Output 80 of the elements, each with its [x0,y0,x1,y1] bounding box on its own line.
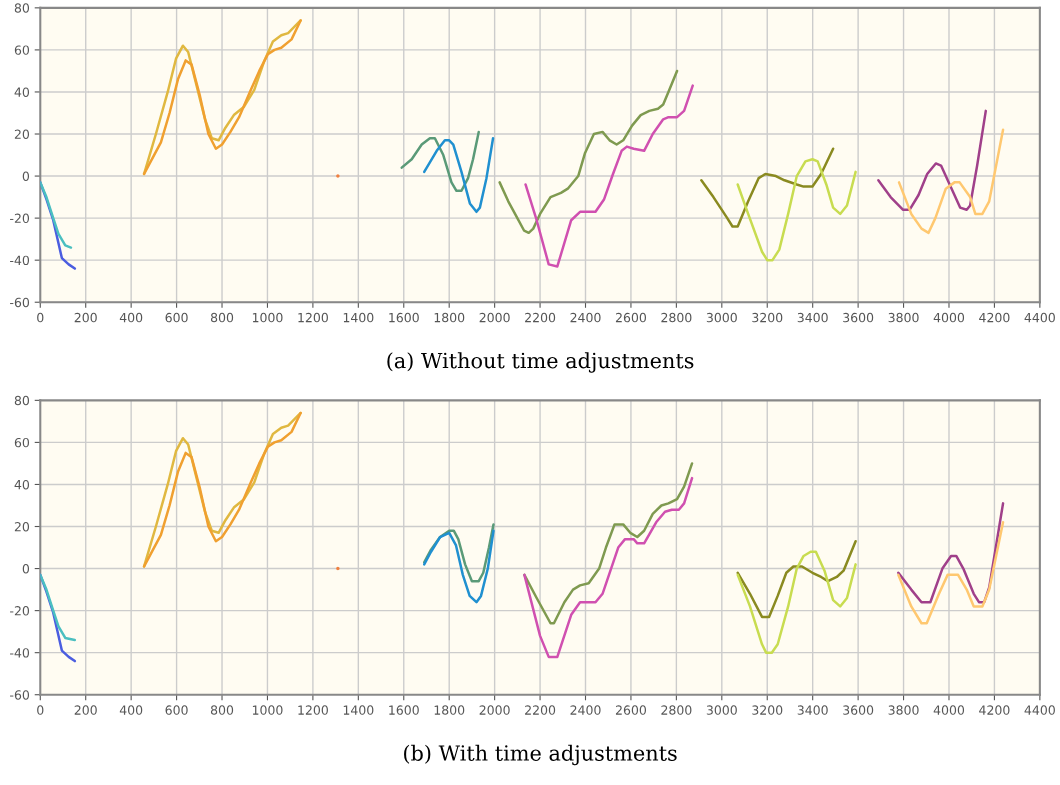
x-tick-label: 2200 [525,705,556,715]
x-tick-label: 1600 [389,705,419,715]
line-series [524,84,694,268]
line-series [736,539,857,619]
x-tick-label: 400 [119,312,143,323]
x-tick-label: 400 [119,705,143,715]
x-tick-label: 1800 [434,705,465,715]
x-tick-label: 4000 [933,705,965,715]
y-tick-label: 80 [14,395,30,406]
x-tick-label: 2200 [525,312,556,323]
x-tick-label: 3600 [843,705,874,715]
y-tick-label: -60 [10,690,30,700]
y-tick-label: 20 [14,129,30,139]
x-tick-label: 800 [210,705,234,715]
x-tick-label: 1000 [252,312,283,323]
line-series [40,181,73,249]
x-tick-label: 800 [210,312,234,323]
x-tick-label: 3000 [706,705,737,715]
x-tick-label: 3400 [797,312,828,323]
line-series [523,462,694,625]
y-tick-label: -20 [10,606,30,616]
x-tick-label: 2600 [615,705,647,715]
line-series [400,130,480,193]
x-tick-label: 4400 [1024,705,1055,715]
y-tick-label: 60 [14,437,30,448]
x-tick-label: 1400 [343,312,374,323]
x-tick-label: 3600 [843,312,874,323]
y-tick-label: -40 [10,648,30,658]
x-tick-label: 3400 [797,705,828,715]
x-tick-label: 3800 [888,705,919,715]
x-tick-label: 3200 [752,705,783,715]
y-tick-label: 80 [14,3,30,13]
text: (a) Without time adjustments [387,352,694,373]
x-tick-label: 2800 [661,705,692,715]
x-tick-label: 1000 [252,705,283,715]
x-tick-label: 3000 [706,312,737,323]
x-tick-label: 200 [74,312,97,323]
line-series [422,136,495,214]
x-tick-label: 2800 [661,312,692,323]
line-series [897,521,1005,625]
x-tick-label: 2600 [615,312,647,323]
x-tick-label: 2400 [570,705,601,715]
line-series [897,128,1005,235]
line-series [877,109,988,211]
line-series [523,476,694,659]
y-tick-label: 60 [14,45,30,55]
y-tick-label: 40 [14,479,30,490]
line-series [700,147,835,228]
line-series [736,157,857,262]
x-tick-label: 1800 [434,312,465,323]
x-tick-label: 0 [37,312,44,323]
x-tick-label: 0 [37,705,44,715]
line-series [736,550,857,654]
line-series [498,69,679,235]
y-tick-label: -20 [10,213,30,224]
x-tick-label: 3800 [888,312,919,323]
x-tick-label: 600 [165,705,188,715]
x-tick-label: 4000 [933,312,965,323]
y-tick-label: -60 [10,297,30,308]
y-tick-label: 0 [22,171,30,181]
x-tick-label: 2400 [570,312,601,323]
x-tick-label: 200 [74,705,97,715]
x-tick-label: 2000 [479,705,510,715]
x-tick-label: 1400 [343,705,374,715]
x-tick-label: 4200 [979,705,1010,715]
x-tick-label: 4400 [1024,312,1055,323]
line-series [422,529,495,604]
x-tick-label: 1600 [389,312,419,323]
x-tick-label: 600 [165,312,188,323]
x-tick-label: 1200 [298,312,328,323]
y-tick-label: 40 [14,87,30,97]
y-tick-label: 20 [14,521,30,532]
line-series [40,573,77,642]
x-tick-label: 3200 [752,312,783,323]
x-tick-label: 2000 [479,312,510,323]
y-tick-label: -40 [10,255,30,266]
x-tick-label: 4200 [979,312,1010,323]
text: (b) With time adjustments [404,744,677,766]
y-tick-label: 0 [22,564,30,574]
x-tick-label: 1200 [298,705,328,715]
